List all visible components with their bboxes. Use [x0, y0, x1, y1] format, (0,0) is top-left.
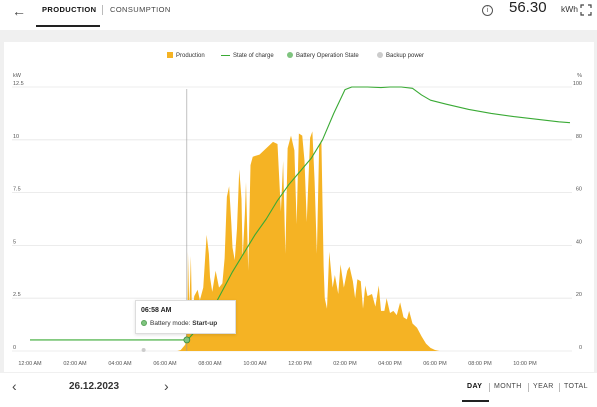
top-bar: ← PRODUCTION CONSUMPTION i 56.30 kWh — [0, 0, 597, 30]
right-axis-unit: % — [577, 73, 582, 79]
x-axis-tick-label: 10:00 PM — [513, 361, 537, 367]
legend-production-label: Production — [176, 53, 205, 59]
legend-battery-operation-state[interactable]: Battery Operation State — [287, 52, 359, 60]
left-axis-tick-label: 0 — [13, 345, 16, 351]
x-axis-tick-label: 10:00 AM — [243, 361, 267, 367]
soc-line-swatch-icon — [221, 54, 230, 57]
selected-date[interactable]: 26.12.2023 — [69, 381, 120, 392]
active-tab-indicator — [36, 25, 100, 27]
period-total-button[interactable]: TOTAL — [564, 383, 588, 390]
production-chart[interactable]: 12.5 10 7.5 5 2.5 0 100 80 60 40 20 0 kW % 12:00 AM 02:… — [0, 0, 597, 373]
battery-state-marker — [183, 336, 191, 344]
production-swatch-icon — [167, 52, 173, 59]
tab-consumption[interactable]: CONSUMPTION — [110, 5, 171, 14]
production-area — [177, 131, 440, 351]
x-axis-tick-label: 04:00 AM — [108, 361, 132, 367]
left-axis-tick-label: 7.5 — [13, 187, 21, 193]
battery-mode-dot-icon — [141, 320, 147, 327]
backup-power-marker — [141, 348, 146, 352]
chart-tooltip: 06:58 AM Battery mode: Start-up — [135, 300, 236, 334]
legend-backup-label: Backup power — [386, 53, 425, 59]
period-divider — [489, 383, 490, 392]
left-axis-tick-label: 5 — [13, 239, 16, 245]
period-divider — [528, 383, 529, 392]
x-axis-tick-label: 02:00 AM — [63, 361, 87, 367]
bottom-bar: ‹ 26.12.2023 › DAY MONTH YEAR TOTAL — [0, 373, 597, 407]
state-of-charge-line — [30, 86, 571, 341]
right-axis-tick-label: 80 — [576, 134, 582, 140]
tab-production[interactable]: PRODUCTION — [42, 5, 97, 14]
x-axis-tick-label: 06:00 AM — [153, 361, 177, 367]
left-axis-tick-label: 2.5 — [13, 292, 21, 298]
x-axis-tick-label: 08:00 AM — [198, 361, 222, 367]
x-axis-tick-label: 08:00 PM — [468, 361, 492, 367]
left-axis-tick-label: 10 — [13, 134, 19, 140]
tooltip-battery-row: Battery mode: Start-up — [141, 320, 217, 327]
info-icon[interactable]: i — [482, 5, 493, 16]
period-day-button[interactable]: DAY — [467, 383, 483, 390]
legend-soc-label: State of charge — [233, 53, 274, 59]
x-axis-tick-label: 06:00 PM — [423, 361, 447, 367]
total-energy-unit: kWh — [561, 4, 578, 14]
period-month-button[interactable]: MONTH — [494, 383, 522, 390]
right-axis-tick-label: 40 — [576, 239, 582, 245]
legend-state-of-charge[interactable]: State of charge — [221, 52, 274, 60]
x-axis-tick-label: 12:00 AM — [18, 361, 42, 367]
total-energy-value: 56.30 — [509, 0, 547, 16]
tooltip-value: Start-up — [192, 320, 218, 327]
right-axis-tick-label: 60 — [576, 187, 582, 193]
backup-power-dot-icon — [377, 52, 383, 59]
period-year-button[interactable]: YEAR — [533, 383, 554, 390]
x-axis-tick-label: 12:00 PM — [288, 361, 312, 367]
x-axis-tick-label: 04:00 PM — [378, 361, 402, 367]
active-period-indicator — [462, 400, 489, 402]
left-axis-tick-label: 12.5 — [13, 81, 24, 87]
legend-production[interactable]: Production — [167, 52, 205, 60]
tooltip-time: 06:58 AM — [141, 307, 172, 314]
legend-backup-power[interactable]: Backup power — [377, 52, 424, 60]
period-divider — [559, 383, 560, 392]
legend-battery-state-label: Battery Operation State — [296, 53, 359, 59]
right-axis-tick-label: 20 — [576, 292, 582, 298]
fullscreen-icon[interactable] — [580, 4, 592, 16]
back-arrow-icon[interactable]: ← — [12, 3, 26, 19]
right-axis-tick-label: 0 — [579, 345, 582, 351]
battery-state-dot-icon — [287, 52, 293, 59]
tab-divider — [102, 5, 103, 15]
next-day-chevron-icon[interactable]: › — [164, 378, 169, 394]
previous-day-chevron-icon[interactable]: ‹ — [12, 378, 17, 394]
tooltip-label: Battery mode: — [150, 320, 191, 327]
left-axis-unit: kW — [13, 73, 22, 79]
x-axis-tick-label: 02:00 PM — [333, 361, 357, 367]
right-axis-tick-label: 100 — [573, 81, 582, 87]
